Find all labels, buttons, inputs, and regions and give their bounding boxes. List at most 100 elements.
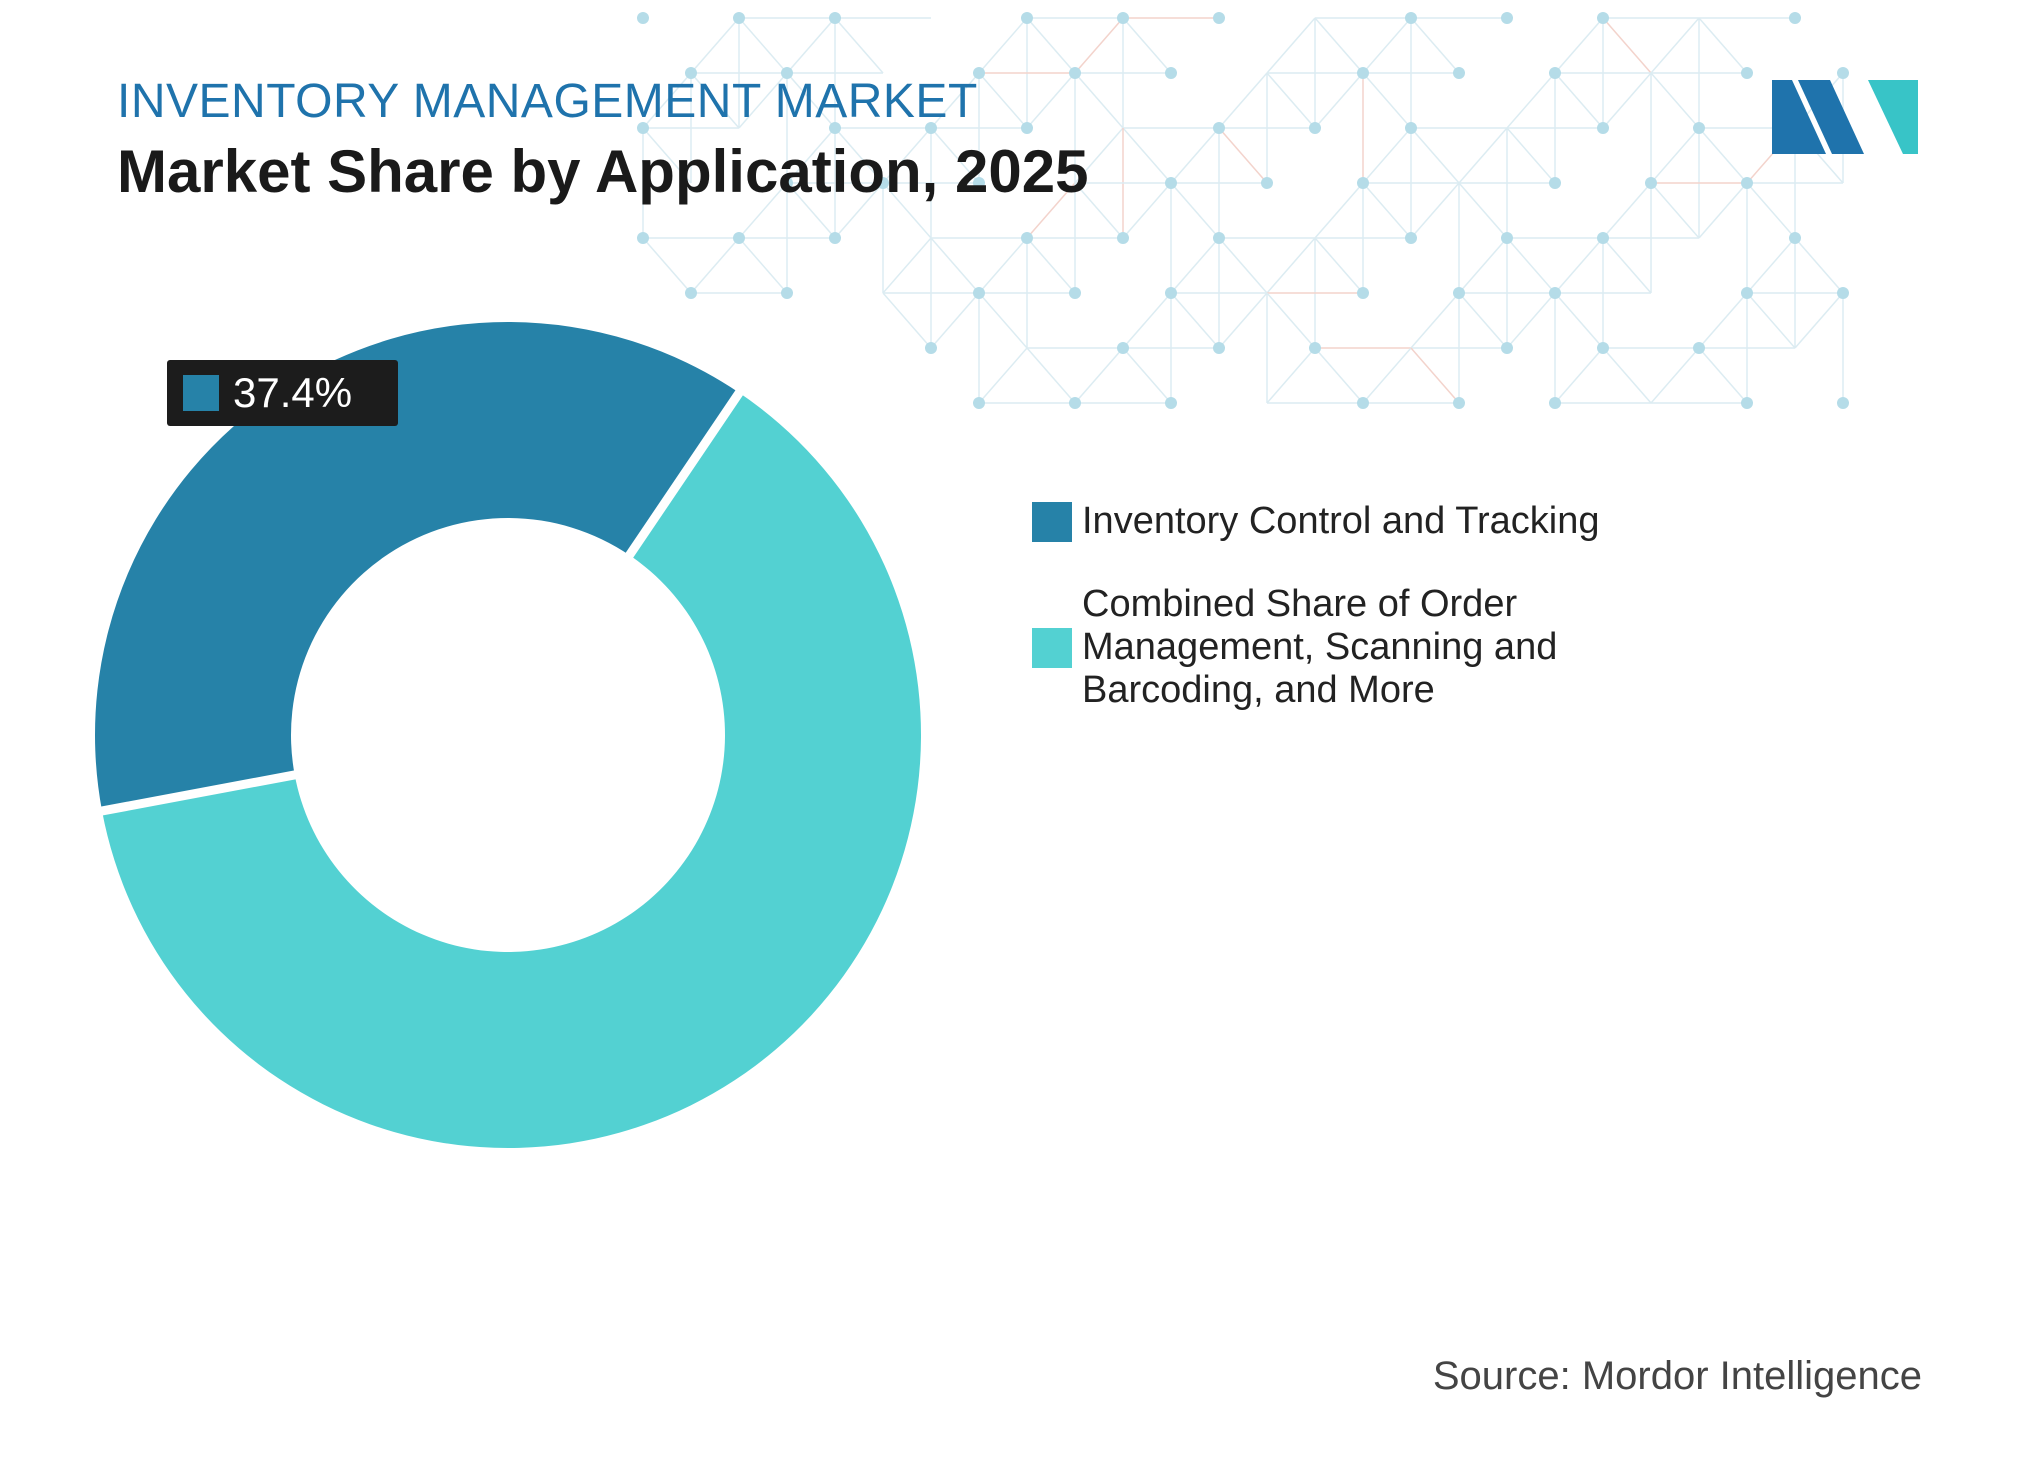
pattern-line — [1554, 72, 1604, 129]
pattern-line — [690, 17, 740, 74]
pattern-line — [1410, 347, 1460, 404]
pattern-dot — [973, 397, 985, 409]
pattern-line — [882, 182, 932, 239]
pattern-line — [1506, 292, 1556, 349]
pattern-line — [738, 182, 788, 239]
pattern-line — [1746, 237, 1796, 294]
pattern-line — [642, 237, 692, 294]
pattern-dot — [1501, 342, 1513, 354]
pattern-line — [978, 17, 1028, 74]
pattern-dot — [1693, 122, 1705, 134]
pattern-line — [642, 72, 692, 129]
pattern-line — [1458, 127, 1508, 184]
pattern-line — [1506, 127, 1556, 184]
pattern-line — [930, 72, 980, 129]
pattern-line — [1362, 127, 1412, 184]
pattern-dot — [637, 232, 649, 244]
pattern-dot — [733, 12, 745, 24]
slice-separator — [623, 386, 746, 562]
logo-right-shape — [1868, 80, 1918, 154]
pattern-line — [1602, 237, 1652, 294]
pattern-lines — [642, 17, 1844, 404]
pattern-line — [1362, 347, 1412, 404]
pattern-dot — [973, 287, 985, 299]
pattern-line — [1074, 72, 1124, 129]
pattern-line — [1266, 17, 1316, 74]
logo-middle-shape — [1798, 80, 1864, 154]
pattern-dot — [733, 232, 745, 244]
pattern-dot — [685, 287, 697, 299]
pattern-line — [1602, 182, 1652, 239]
pattern-line — [690, 237, 740, 294]
background-network-pattern — [637, 12, 1849, 409]
pattern-dot — [925, 122, 937, 134]
pattern-line — [1698, 347, 1748, 404]
pattern-line — [1074, 347, 1124, 404]
pattern-dot — [1741, 177, 1753, 189]
pattern-dot — [1357, 397, 1369, 409]
donut-chart — [95, 322, 922, 1148]
pattern-line — [1794, 292, 1844, 349]
pattern-line — [1650, 72, 1700, 129]
chart-header: INVENTORY MANAGEMENT MARKET Market Share… — [117, 72, 1088, 210]
pattern-dot — [781, 67, 793, 79]
pattern-line — [1746, 292, 1796, 349]
pattern-dot — [1789, 12, 1801, 24]
pattern-line — [1266, 292, 1316, 349]
legend-swatch — [1032, 501, 1072, 542]
pattern-line — [1554, 292, 1604, 349]
pattern-dot — [1309, 122, 1321, 134]
data-label-badge: 37.4% — [167, 360, 398, 426]
pattern-dot — [781, 287, 793, 299]
pattern-dot — [1213, 12, 1225, 24]
pattern-line — [978, 347, 1028, 404]
pattern-dot — [1117, 342, 1129, 354]
pattern-line — [1170, 292, 1220, 349]
pattern-line — [1698, 292, 1748, 349]
pattern-line — [834, 127, 884, 184]
pattern-dot — [1357, 287, 1369, 299]
pattern-dot — [1453, 67, 1465, 79]
pattern-dot — [1549, 397, 1561, 409]
chart-title: Market Share by Application, 2025 — [117, 138, 1089, 205]
pattern-dot — [1405, 12, 1417, 24]
pattern-line — [882, 237, 932, 294]
pattern-dot — [637, 12, 649, 24]
pattern-line — [1026, 347, 1076, 404]
pattern-line — [1314, 17, 1364, 74]
pattern-line — [1026, 72, 1076, 129]
pattern-dot — [1213, 122, 1225, 134]
pattern-line — [642, 127, 692, 184]
legend-swatch — [1032, 627, 1072, 668]
pattern-line — [1794, 237, 1844, 294]
pattern-dot — [685, 67, 697, 79]
pattern-dot — [1741, 397, 1753, 409]
pattern-dot — [1213, 232, 1225, 244]
pattern-dot — [877, 177, 889, 189]
pattern-line — [1362, 72, 1412, 129]
pattern-dot — [1405, 232, 1417, 244]
pattern-line — [1410, 292, 1460, 349]
pattern-dot — [1069, 397, 1081, 409]
pattern-line — [1458, 182, 1508, 239]
pattern-line — [834, 182, 884, 239]
pattern-dot — [1069, 287, 1081, 299]
pattern-dot — [1837, 67, 1849, 79]
pattern-dot — [1453, 397, 1465, 409]
pattern-dot — [1741, 287, 1753, 299]
pattern-dot — [1117, 12, 1129, 24]
pattern-dot — [829, 232, 841, 244]
legend-label: Inventory Control and Tracking — [1082, 500, 1600, 542]
pattern-dot — [1021, 12, 1033, 24]
pattern-line — [1074, 182, 1124, 239]
pattern-line — [1074, 17, 1124, 74]
pattern-line — [738, 17, 788, 74]
pattern-line — [1602, 17, 1652, 74]
source-note: Source: Mordor Intelligence — [1432, 1354, 1922, 1398]
pattern-line — [1458, 292, 1508, 349]
pattern-line — [1074, 127, 1124, 184]
pattern-dot — [1069, 67, 1081, 79]
pattern-line — [1314, 72, 1364, 129]
pattern-line — [1698, 127, 1748, 184]
pattern-line — [1122, 127, 1172, 184]
